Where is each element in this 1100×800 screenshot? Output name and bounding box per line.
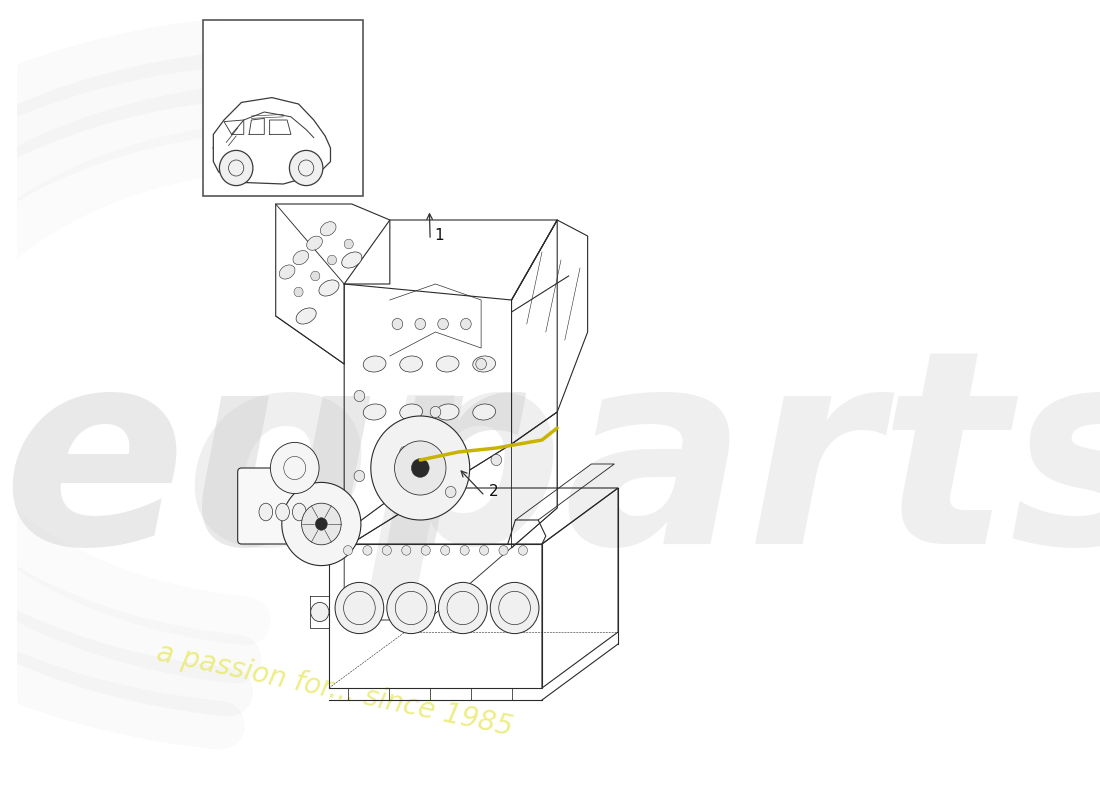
- Circle shape: [421, 546, 430, 555]
- Ellipse shape: [437, 356, 459, 372]
- Circle shape: [392, 318, 403, 330]
- Circle shape: [446, 486, 456, 498]
- Circle shape: [336, 582, 384, 634]
- Text: oparts: oparts: [185, 338, 1100, 600]
- Ellipse shape: [437, 404, 459, 420]
- Circle shape: [499, 546, 508, 555]
- Ellipse shape: [293, 250, 309, 265]
- Ellipse shape: [319, 280, 339, 296]
- Circle shape: [399, 446, 410, 458]
- Circle shape: [363, 546, 372, 555]
- Ellipse shape: [296, 308, 316, 324]
- Circle shape: [343, 546, 353, 555]
- Circle shape: [395, 441, 446, 495]
- Circle shape: [354, 390, 365, 402]
- Ellipse shape: [399, 356, 422, 372]
- Circle shape: [430, 406, 441, 418]
- Circle shape: [518, 546, 528, 555]
- Circle shape: [411, 458, 429, 478]
- Circle shape: [387, 582, 436, 634]
- Circle shape: [415, 318, 426, 330]
- Circle shape: [460, 546, 470, 555]
- Circle shape: [310, 602, 329, 622]
- Ellipse shape: [363, 404, 386, 420]
- Ellipse shape: [342, 252, 362, 268]
- Ellipse shape: [399, 404, 422, 420]
- Text: a passion for... since 1985: a passion for... since 1985: [154, 639, 516, 742]
- Circle shape: [328, 255, 337, 265]
- Circle shape: [383, 546, 392, 555]
- Ellipse shape: [473, 356, 496, 372]
- FancyBboxPatch shape: [238, 468, 310, 544]
- Circle shape: [289, 150, 323, 186]
- Ellipse shape: [363, 356, 386, 372]
- Circle shape: [271, 442, 319, 494]
- Text: 1: 1: [434, 229, 443, 243]
- Circle shape: [354, 470, 365, 482]
- Circle shape: [480, 546, 488, 555]
- Circle shape: [402, 546, 411, 555]
- Ellipse shape: [473, 404, 496, 420]
- Ellipse shape: [279, 265, 295, 279]
- Text: eur: eur: [2, 338, 513, 600]
- Ellipse shape: [276, 503, 289, 521]
- Circle shape: [219, 150, 253, 186]
- Ellipse shape: [307, 236, 322, 250]
- Text: 2: 2: [488, 485, 498, 499]
- Circle shape: [316, 518, 328, 530]
- Circle shape: [371, 416, 470, 520]
- Ellipse shape: [293, 503, 306, 521]
- Circle shape: [491, 582, 539, 634]
- Circle shape: [441, 546, 450, 555]
- Circle shape: [310, 271, 320, 281]
- Circle shape: [282, 482, 361, 566]
- Circle shape: [476, 358, 486, 370]
- Circle shape: [438, 318, 449, 330]
- Circle shape: [344, 239, 353, 249]
- Ellipse shape: [320, 222, 337, 236]
- Circle shape: [301, 503, 341, 545]
- Ellipse shape: [258, 503, 273, 521]
- Circle shape: [294, 287, 304, 297]
- Circle shape: [461, 318, 471, 330]
- Bar: [204, 20, 363, 196]
- Circle shape: [491, 454, 502, 466]
- Circle shape: [439, 582, 487, 634]
